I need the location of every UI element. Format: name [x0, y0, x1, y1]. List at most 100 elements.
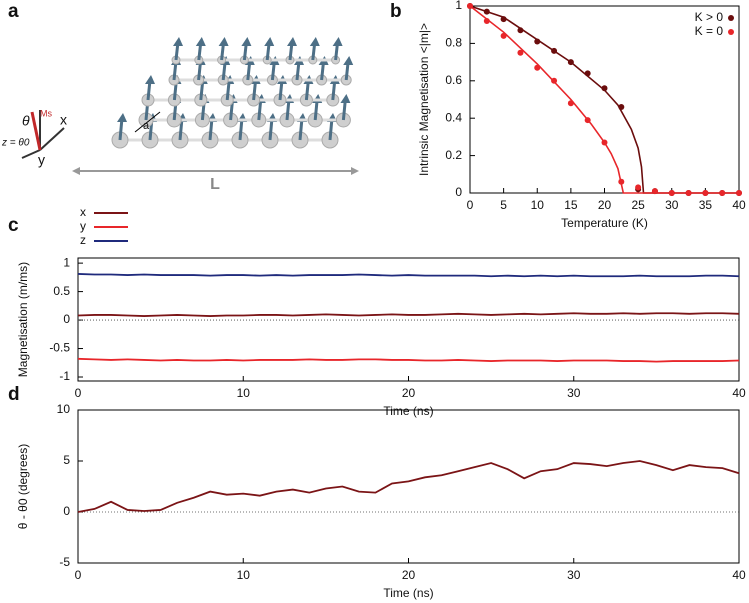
data-point — [483, 17, 490, 24]
y-tick-label: 0.8 — [445, 36, 462, 50]
data-point — [517, 27, 524, 34]
data-line — [469, 5, 739, 194]
data-point — [584, 117, 591, 124]
y-tick-label: 1 — [455, 0, 462, 12]
data-line — [77, 273, 740, 278]
spin-head — [145, 75, 155, 84]
x-tick-label: 10 — [531, 198, 545, 212]
x-tick-label: 30 — [567, 568, 581, 582]
y-tick-label: -5 — [59, 555, 70, 569]
panel-label: a — [8, 1, 19, 22]
x-tick-label: 40 — [732, 386, 746, 400]
y-tick-label: 0.5 — [53, 284, 70, 298]
x-tick-label: 35 — [699, 198, 713, 212]
legend-label: y — [80, 219, 86, 233]
data-point — [719, 190, 726, 196]
data-point — [736, 190, 742, 196]
legend-label: z — [80, 233, 86, 247]
angle-label: θ — [22, 113, 30, 129]
x-axis-label: Time (ns) — [383, 404, 433, 418]
length-label: L — [210, 176, 220, 193]
lattice-illustration — [111, 37, 354, 149]
y-tick-label: 0.2 — [445, 148, 462, 162]
data-point — [534, 64, 541, 71]
data-line — [77, 460, 740, 513]
legend-label: K > 0 — [695, 10, 724, 24]
spin-head — [343, 56, 354, 65]
x-tick-label: 0 — [75, 568, 82, 582]
axis-arrow — [39, 127, 65, 151]
panel-label: b — [390, 1, 402, 22]
x-axis-label: Time (ns) — [383, 586, 433, 600]
x-tick-label: 0 — [467, 198, 474, 212]
x-tick-label: 0 — [75, 386, 82, 400]
x-tick-label: 30 — [665, 198, 679, 212]
y-axis-label: Intrinsic Magnetisation <|m|> — [417, 23, 431, 176]
data-point — [534, 38, 541, 45]
axis-label: x — [60, 112, 67, 128]
spin-head — [332, 37, 343, 46]
y-tick-label: 10 — [57, 402, 71, 416]
axis-arrow — [21, 149, 41, 159]
x-tick-label: 40 — [732, 198, 746, 212]
spin-head — [173, 37, 183, 46]
data-point — [668, 190, 675, 196]
x-tick-label: 5 — [500, 198, 507, 212]
spin-head — [218, 37, 229, 46]
axis-label: y — [38, 152, 45, 168]
data-point — [483, 8, 490, 15]
y-tick-label: -1 — [59, 369, 70, 383]
data-line — [77, 357, 740, 363]
data-point — [551, 77, 558, 84]
data-point — [500, 32, 507, 39]
spin-head — [117, 113, 127, 122]
spin-head — [340, 94, 351, 103]
legend-marker — [728, 29, 734, 35]
data-line — [77, 312, 740, 317]
data-point — [601, 85, 608, 92]
spacing-label: a — [143, 120, 150, 132]
data-point — [517, 49, 524, 56]
legend-label: K = 0 — [695, 24, 724, 38]
spin-head — [195, 37, 206, 46]
data-point — [567, 100, 574, 107]
y-tick-label: 0 — [63, 312, 70, 326]
plot-frame — [77, 409, 740, 564]
x-tick-label: 30 — [567, 386, 581, 400]
spin-head — [241, 37, 252, 46]
x-tick-label: 20 — [402, 386, 416, 400]
data-point — [551, 47, 558, 54]
spacing-arrow — [134, 111, 161, 133]
spin-head — [287, 37, 297, 46]
x-tick-label: 15 — [564, 198, 578, 212]
data-point — [702, 190, 709, 196]
y-tick-label: -0.5 — [49, 341, 70, 355]
data-point — [685, 190, 692, 196]
data-point — [618, 103, 625, 110]
data-point — [651, 188, 658, 195]
y-axis-label: Magnetisation (m/ms) — [16, 262, 30, 377]
data-point — [618, 178, 625, 185]
panel-label: c — [8, 215, 19, 236]
y-tick-label: 5 — [63, 453, 70, 467]
data-point — [467, 3, 473, 9]
axis-label: z = θ0 — [1, 138, 30, 149]
moment-arrow — [30, 111, 42, 151]
y-tick-label: 0.6 — [445, 73, 462, 87]
panel-label: d — [8, 384, 20, 405]
data-point — [567, 59, 574, 66]
y-tick-label: 0 — [455, 185, 462, 199]
x-axis-label: Temperature (K) — [561, 216, 648, 230]
x-tick-label: 20 — [598, 198, 612, 212]
data-point — [601, 139, 608, 146]
moment-label: Ms — [40, 108, 52, 118]
legend-marker — [728, 15, 734, 21]
x-tick-label: 10 — [237, 386, 251, 400]
y-axis-label: θ - θ0 (degrees) — [16, 444, 30, 529]
arrow-head — [351, 167, 359, 175]
data-point — [500, 16, 507, 23]
y-tick-label: 0.4 — [445, 110, 462, 124]
x-tick-label: 40 — [732, 568, 746, 582]
y-tick-label: 1 — [63, 255, 70, 269]
